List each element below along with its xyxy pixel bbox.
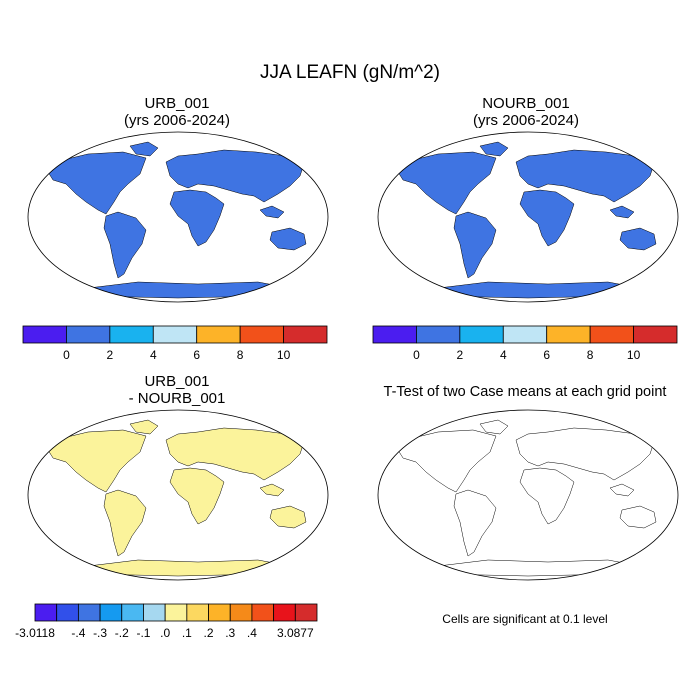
colorbar-urb-swatch <box>239 325 284 344</box>
colorbar-difference-swatch <box>56 603 79 622</box>
colorbar-urb-tick-label: 10 <box>277 348 291 362</box>
panel-title-urb-line2: (yrs 2006-2024) <box>124 111 230 129</box>
colorbar-urb-tick-label: 2 <box>107 348 114 362</box>
colorbar-difference-tick-label: .2 <box>204 626 214 640</box>
colorbar-difference-tick-label: .4 <box>247 626 257 640</box>
colorbar-nourb-swatch <box>589 325 634 344</box>
colorbar-nourb-swatch <box>372 325 417 344</box>
colorbar-nourb-tick-label: 6 <box>543 348 550 362</box>
colorbar-urb-swatch <box>109 325 154 344</box>
colorbar-difference-swatch <box>121 603 144 622</box>
colorbar-urb-swatch <box>152 325 198 344</box>
colorbar-difference-tick-label: -.1 <box>136 626 150 640</box>
map-nourb <box>377 131 679 303</box>
colorbar-urb-swatch <box>196 325 241 344</box>
colorbar-difference-swatch <box>164 603 188 622</box>
colorbar-difference-swatch <box>99 603 123 622</box>
colorbar-nourb-tick-label: 2 <box>457 348 464 362</box>
colorbar-urb-swatch <box>22 325 67 344</box>
colorbar-nourb: 0 2 4 6 8 10 <box>372 325 678 362</box>
colorbar-difference: -3.0118 -.4 -.3 -.2 -.1 .0 .1 .2 .3 .4 3.0877 <box>15 603 318 640</box>
colorbar-difference-tick-label: -3.0118 <box>15 626 55 640</box>
significance-note: Cells are significant at 0.1 level <box>442 612 608 626</box>
colorbar-difference-swatch <box>77 603 101 622</box>
colorbar-nourb-tick-label: 4 <box>500 348 507 362</box>
colorbar-urb-tick-label: 0 <box>63 348 70 362</box>
colorbar-urb-swatch <box>283 325 328 344</box>
colorbar-difference-swatch <box>273 603 296 622</box>
colorbar-difference-swatch <box>251 603 275 622</box>
colorbar-nourb-swatch <box>546 325 591 344</box>
colorbar-nourb-tick-label: 10 <box>627 348 641 362</box>
colorbar-difference-tick-label: -.2 <box>115 626 129 640</box>
panel-title-nourb-line2: (yrs 2006-2024) <box>473 111 579 129</box>
colorbar-difference-tick-label: 3.0877 <box>277 626 314 640</box>
colorbar-nourb-tick-label: 0 <box>413 348 420 362</box>
colorbar-difference-swatch <box>186 603 209 622</box>
panel-title-ttest: T-Test of two Case means at each grid po… <box>383 384 667 400</box>
colorbar-urb-tick-label: 6 <box>193 348 200 362</box>
map-ttest <box>377 409 679 581</box>
colorbar-difference-swatch <box>34 603 58 622</box>
colorbar-nourb-swatch <box>416 325 461 344</box>
colorbar-urb-swatch <box>66 325 111 344</box>
colorbar-difference-swatch <box>143 603 166 622</box>
colorbar-difference-swatch <box>208 603 231 622</box>
colorbar-nourb-swatch <box>502 325 548 344</box>
colorbar-difference-tick-label: -.3 <box>93 626 107 640</box>
map-difference <box>27 409 329 581</box>
colorbar-urb-tick-label: 4 <box>150 348 157 362</box>
panel-title-nourb: NOURB_001 (yrs 2006-2024) <box>396 95 656 129</box>
figure-title: JJA LEAFN (gN/m^2) <box>260 62 440 83</box>
colorbar-difference-tick-label: .0 <box>160 626 170 640</box>
panel-title-urb: URB_001 (yrs 2006-2024) <box>47 95 307 129</box>
panel-title-urb-line1: URB_001 <box>144 95 210 112</box>
colorbar-difference-swatch <box>294 603 318 622</box>
panel-title-diff: URB_001 - NOURB_001 <box>47 373 307 407</box>
panel-title-diff-line2: - NOURB_001 <box>128 389 226 407</box>
colorbar-nourb-swatch <box>459 325 504 344</box>
panel-title-nourb-line1: NOURB_001 <box>482 95 570 112</box>
colorbar-difference-tick-label: .1 <box>182 626 192 640</box>
colorbar-difference-swatch <box>229 603 253 622</box>
colorbar-urb: 0 2 4 6 8 10 <box>22 325 328 362</box>
panel-title-diff-line1: URB_001 <box>144 373 210 390</box>
colorbar-nourb-tick-label: 8 <box>587 348 594 362</box>
colorbar-difference-tick-label: -.4 <box>71 626 85 640</box>
colorbar-difference-tick-label: .3 <box>225 626 235 640</box>
colorbar-nourb-swatch <box>633 325 678 344</box>
map-urb <box>27 131 329 303</box>
colorbar-urb-tick-label: 8 <box>237 348 244 362</box>
